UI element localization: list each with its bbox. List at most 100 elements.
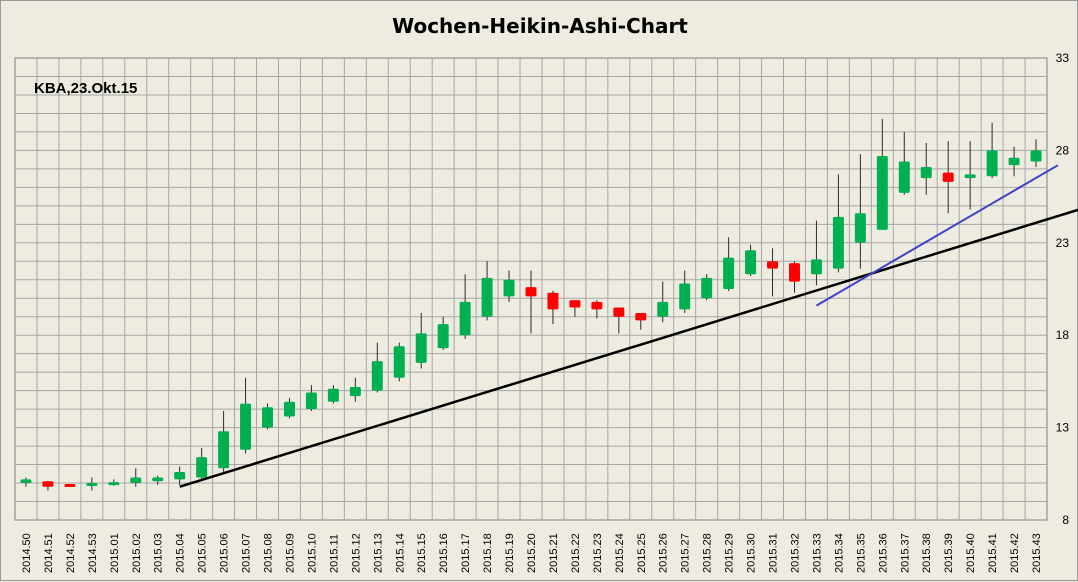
candle <box>108 479 120 486</box>
candle <box>964 141 976 210</box>
x-tick-label: 2015.35 <box>855 533 867 573</box>
candle <box>42 481 54 491</box>
x-tick-label: 2015.02 <box>131 533 143 573</box>
candle-body <box>20 479 32 484</box>
candle <box>283 398 295 419</box>
chart-annotation: KBA,23.Okt.15 <box>34 80 137 97</box>
candle <box>635 313 647 330</box>
x-tick-label: 2015.25 <box>636 533 648 573</box>
candle-body <box>701 277 713 299</box>
x-tick-label: 2015.36 <box>877 533 889 573</box>
candle <box>349 377 361 402</box>
candle <box>810 220 822 286</box>
candle <box>240 377 252 454</box>
candle <box>723 237 735 291</box>
candle-body <box>657 301 669 317</box>
x-tick-label: 2015.08 <box>263 533 275 573</box>
candle-body <box>371 361 383 391</box>
candle-body <box>569 300 581 308</box>
candle-body <box>789 263 800 282</box>
candle <box>327 385 339 404</box>
candle <box>942 141 954 214</box>
x-tick-label: 2015.17 <box>460 533 472 573</box>
x-tick-label: 2015.39 <box>943 533 955 573</box>
x-tick-label: 2015.12 <box>350 533 362 573</box>
candle <box>218 410 230 472</box>
candle <box>1030 139 1042 168</box>
x-tick-label: 2015.06 <box>219 533 231 573</box>
y-tick-label: 18 <box>1056 328 1070 342</box>
candle-body <box>86 483 98 487</box>
candle <box>876 118 888 230</box>
x-tick-label: 2015.24 <box>614 533 626 573</box>
candle <box>305 385 317 411</box>
x-tick-label: 2015.21 <box>548 533 560 573</box>
x-tick-label: 2015.42 <box>1009 533 1021 573</box>
candle-body <box>898 161 910 193</box>
candles <box>20 118 1042 491</box>
x-tick-label: 2015.10 <box>306 533 318 573</box>
candle <box>415 313 427 369</box>
candle-body <box>393 346 405 378</box>
x-tick-label: 2015.01 <box>109 533 121 573</box>
grid-lines <box>15 58 1047 520</box>
x-tick-label: 2014.51 <box>43 533 55 573</box>
candle-body <box>327 388 339 402</box>
candle <box>86 477 98 491</box>
candle <box>854 154 866 269</box>
candle <box>920 143 932 195</box>
x-tick-label: 2015.05 <box>197 533 209 573</box>
candle <box>767 248 779 297</box>
x-tick-label: 2015.30 <box>746 533 758 573</box>
candle <box>525 270 537 334</box>
candle-body <box>437 324 449 349</box>
x-tick-label: 2015.43 <box>1031 533 1043 573</box>
x-tick-label: 2015.22 <box>570 533 582 573</box>
candle-body <box>218 431 230 469</box>
y-tick-label: 33 <box>1056 51 1070 65</box>
candle <box>20 477 32 487</box>
candle <box>371 342 383 393</box>
candle-body <box>964 174 976 179</box>
x-tick-label: 2014.53 <box>87 533 99 573</box>
x-tick-label: 2015.32 <box>789 533 801 573</box>
candle-body <box>481 277 493 317</box>
candle <box>613 307 625 334</box>
y-tick-label: 28 <box>1056 143 1070 157</box>
candle-body <box>745 250 757 275</box>
x-tick-label: 2015.38 <box>921 533 933 573</box>
candle-body <box>64 483 76 487</box>
candle-body <box>152 477 164 482</box>
candle <box>1008 146 1020 177</box>
candle <box>832 174 844 273</box>
candle-body <box>679 283 691 310</box>
trendline-blue <box>815 164 1059 307</box>
candle <box>174 466 186 485</box>
candle-body <box>1030 150 1042 162</box>
candle <box>547 290 559 325</box>
candle <box>130 468 142 487</box>
candle <box>657 281 669 323</box>
candle-body <box>942 172 954 182</box>
candle <box>569 300 581 317</box>
x-tick-label: 2015.37 <box>899 533 911 573</box>
x-tick-label: 2014.52 <box>65 533 77 573</box>
x-axis: 2014.50 2014.51 2014.52 2014.53 2015.01 2015.… <box>21 533 1043 573</box>
x-tick-label: 2015.04 <box>175 533 187 573</box>
x-tick-label: 2015.07 <box>241 533 253 573</box>
candle-body <box>723 257 735 289</box>
candle-body <box>349 386 361 397</box>
x-tick-label: 2015.34 <box>833 533 845 573</box>
trendline-black <box>179 208 1078 488</box>
x-tick-label: 2015.13 <box>372 533 384 573</box>
x-tick-label: 2015.19 <box>504 533 516 573</box>
x-tick-label: 2015.11 <box>328 534 340 573</box>
candle-body <box>920 167 932 179</box>
candle <box>459 274 471 339</box>
candle-body <box>854 213 866 243</box>
x-tick-label: 2015.31 <box>768 533 780 573</box>
candle-body <box>415 333 427 363</box>
x-tick-label: 2015.41 <box>987 533 999 573</box>
candle <box>64 483 76 487</box>
